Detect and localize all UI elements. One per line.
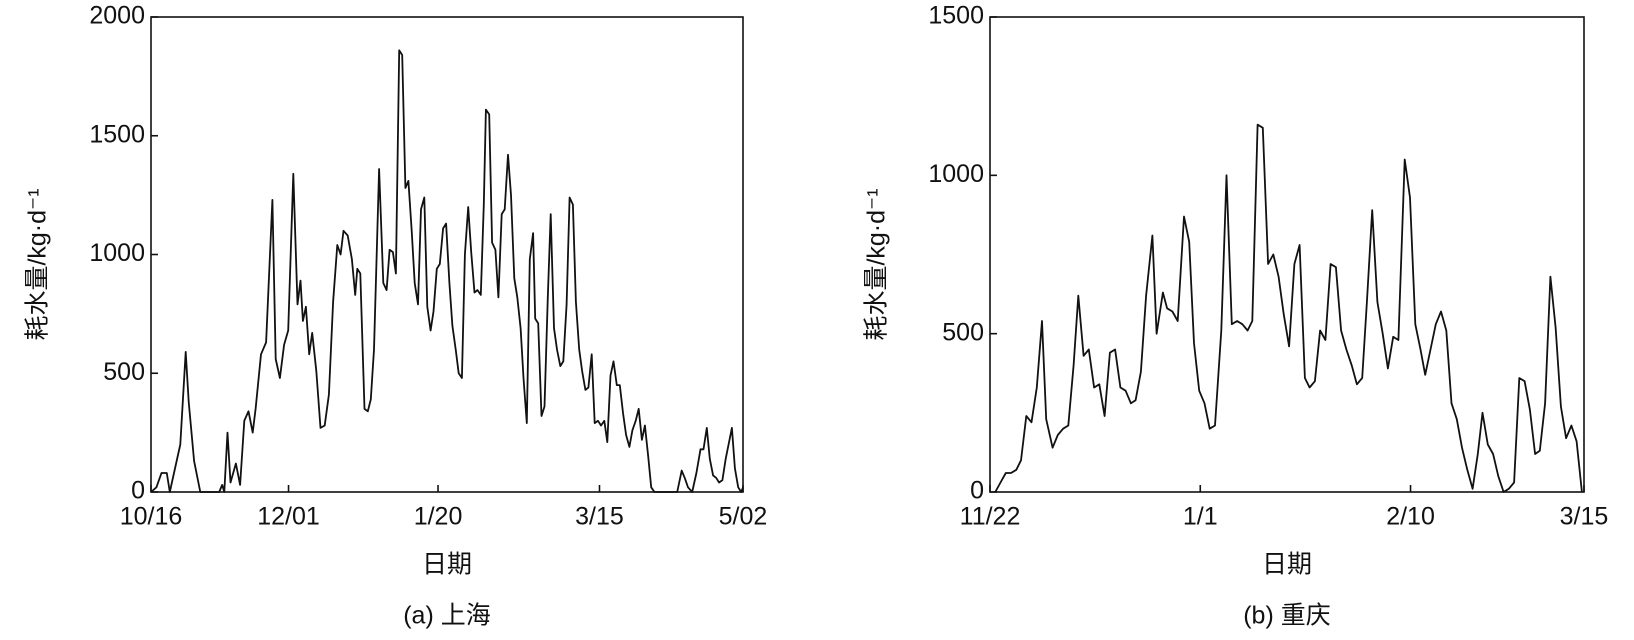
x-tick-label: 2/10: [1386, 503, 1435, 531]
x-tick-label: 10/16: [120, 503, 183, 531]
x-tick-label: 11/22: [960, 503, 1021, 531]
y-tick-label: 1000: [928, 160, 984, 188]
data-line: [994, 123, 1583, 493]
x-tick-label: 1/20: [414, 503, 463, 531]
x-tick-label: 1/1: [1183, 503, 1218, 531]
y-tick-label: 0: [131, 477, 145, 505]
y-tick-label: 1500: [928, 2, 984, 30]
x-tick-label: 3/15: [1560, 503, 1609, 531]
y-tick-label: 0: [970, 477, 984, 505]
data-line: [150, 49, 744, 493]
chart-caption: (b) 重庆: [1243, 602, 1331, 630]
y-tick-label: 1000: [89, 239, 145, 267]
y-tick-label: 500: [942, 318, 984, 346]
y-tick-label: 500: [103, 358, 145, 386]
x-axis-label: 日期: [1262, 551, 1312, 579]
y-axis-label: 耗水量/kg·d⁻¹: [24, 188, 52, 340]
y-tick-label: 2000: [89, 2, 145, 30]
y-tick-label: 1500: [89, 120, 145, 148]
chart-caption: (a) 上海: [403, 602, 491, 630]
y-axis-label: 耗水量/kg·d⁻¹: [863, 188, 891, 340]
x-tick-label: 3/15: [575, 503, 624, 531]
plot-frame: [989, 16, 1585, 493]
x-axis-label: 日期: [422, 551, 472, 579]
x-tick-label: 12/01: [257, 503, 320, 531]
x-tick-label: 5/02: [719, 503, 768, 531]
